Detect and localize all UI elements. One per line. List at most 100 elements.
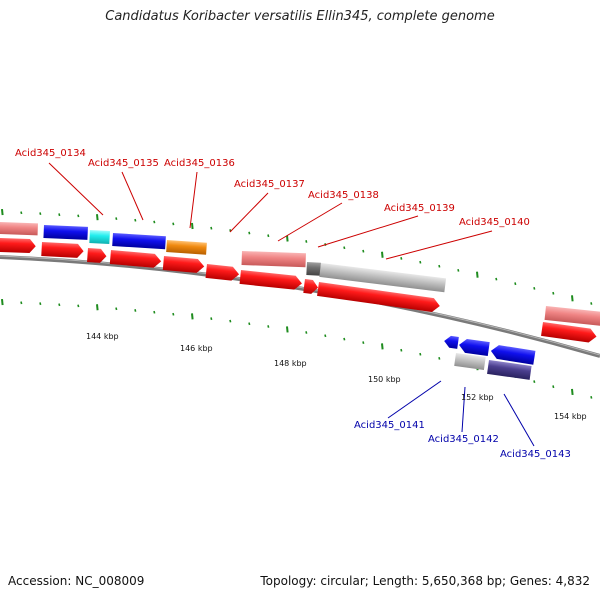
tick-mark <box>457 268 460 272</box>
cds-arrow[interactable] <box>303 279 319 295</box>
tick-mark <box>438 264 441 268</box>
tick-mark <box>495 277 498 281</box>
feature-track-lower <box>443 335 536 380</box>
cds-arrow[interactable] <box>0 238 36 254</box>
gene-block-acid345-0142[interactable] <box>454 353 486 371</box>
gene-label-acid345-0141[interactable]: Acid345_0141 <box>354 420 425 431</box>
axis-label-154kbp: 154 kbp <box>554 412 587 421</box>
cds-arrow[interactable] <box>239 270 303 290</box>
axis-label-152kbp: 152 kbp <box>461 393 494 402</box>
gene-block-acid345-0136[interactable] <box>166 240 207 255</box>
cds-arrow[interactable] <box>541 322 597 344</box>
tick-mark <box>438 356 441 360</box>
tick-mark <box>39 302 42 306</box>
tick-mark <box>590 302 593 305</box>
gene-label-acid345-0139[interactable]: Acid345_0139 <box>384 203 455 214</box>
tick-mark <box>20 301 23 305</box>
tick-mark <box>229 319 232 323</box>
tick-mark <box>419 260 422 264</box>
gene-block-acid345-0140[interactable] <box>319 263 447 293</box>
tick-mark <box>400 257 403 260</box>
gene-block-acid345-0139[interactable] <box>306 262 321 276</box>
genome-backbone <box>0 255 600 358</box>
gene-block-acid345-0142b[interactable] <box>490 344 536 365</box>
tick-mark <box>210 317 213 321</box>
feature-track-upper <box>0 222 600 327</box>
gene-label-acid345-0143[interactable]: Acid345_0143 <box>500 449 571 460</box>
tick-mark <box>514 282 517 286</box>
tick-mark <box>286 235 289 242</box>
tick-mark <box>58 303 61 307</box>
gene-block-acid345-0135[interactable] <box>112 233 166 250</box>
tick-mark <box>191 222 194 230</box>
gene-block-acid345-0138[interactable] <box>241 251 306 268</box>
gene-label-acid345-0137[interactable]: Acid345_0137 <box>234 179 305 190</box>
genome-summary: Topology: circular; Length: 5,650,368 bp… <box>260 574 590 588</box>
cds-arrow[interactable] <box>41 242 84 258</box>
tick-mark <box>77 214 80 218</box>
tick-mark <box>134 309 137 312</box>
tick-mark <box>305 331 308 334</box>
tick-mark <box>571 388 574 396</box>
gene-label-acid345-0142[interactable]: Acid345_0142 <box>428 434 499 445</box>
tick-mark <box>381 251 384 258</box>
tick-mark <box>58 213 61 217</box>
tick-mark <box>1 208 4 216</box>
tick-mark <box>305 240 308 243</box>
page-title: Candidatus Koribacter versatilis Ellin34… <box>105 9 495 24</box>
tick-mark <box>362 249 365 253</box>
leader-lines-upper <box>48 162 493 260</box>
tick-mark <box>96 304 99 311</box>
gene-block-acid345-0141[interactable] <box>443 335 459 349</box>
tick-mark <box>134 218 137 222</box>
gene-block-acid345-0141b[interactable] <box>458 338 490 357</box>
gene-block-acid345-0134[interactable] <box>43 225 88 240</box>
tick-mark <box>343 337 346 341</box>
tick-mark <box>191 313 194 320</box>
tick-mark <box>172 312 175 316</box>
cds-track <box>0 238 597 344</box>
cds-arrow[interactable] <box>109 250 162 268</box>
tick-mark <box>172 222 175 226</box>
axis-label-144kbp: 144 kbp <box>86 332 119 341</box>
cds-arrow[interactable] <box>162 256 205 274</box>
tick-mark <box>343 246 346 250</box>
tick-mark <box>571 295 574 302</box>
tick-mark <box>324 334 327 338</box>
tick-mark <box>115 217 118 221</box>
gene-label-acid345-0138[interactable]: Acid345_0138 <box>308 190 379 201</box>
accession-label: Accession: NC_008009 <box>8 574 145 588</box>
tick-mark <box>39 212 42 216</box>
tick-mark <box>286 326 289 333</box>
tick-mark <box>419 352 422 356</box>
tick-mark <box>267 325 270 328</box>
tick-mark <box>381 343 384 350</box>
tick-mark <box>153 310 156 314</box>
gene-block-right[interactable] <box>544 306 600 327</box>
cds-arrow[interactable] <box>317 282 441 313</box>
tick-mark <box>77 304 80 308</box>
gene-block-acid345-0133[interactable] <box>0 222 38 236</box>
genome-backbone-highlight <box>0 255 600 356</box>
cds-arrow[interactable] <box>87 248 107 263</box>
gene-label-acid345-0134[interactable]: Acid345_0134 <box>15 148 86 159</box>
tick-mark <box>533 287 536 290</box>
tick-mark <box>362 341 365 345</box>
gene-label-acid345-0140[interactable]: Acid345_0140 <box>459 217 530 228</box>
gene-block-acid345-0135-rna[interactable] <box>89 230 110 245</box>
tick-mark <box>552 291 555 295</box>
tick-mark <box>115 307 118 311</box>
leader-lines-lower <box>387 380 535 447</box>
gene-label-acid345-0136[interactable]: Acid345_0136 <box>164 158 235 169</box>
axis-label-148kbp: 148 kbp <box>274 359 307 368</box>
tick-mark <box>96 214 99 221</box>
gene-label-acid345-0135[interactable]: Acid345_0135 <box>88 158 159 169</box>
tick-mark <box>248 231 251 235</box>
tick-mark <box>400 348 403 352</box>
cds-arrow[interactable] <box>205 264 240 281</box>
tick-mark <box>248 322 251 326</box>
upper-tick-row <box>1 208 593 305</box>
tick-mark <box>552 385 555 389</box>
gene-block-acid345-0143[interactable] <box>487 360 532 380</box>
